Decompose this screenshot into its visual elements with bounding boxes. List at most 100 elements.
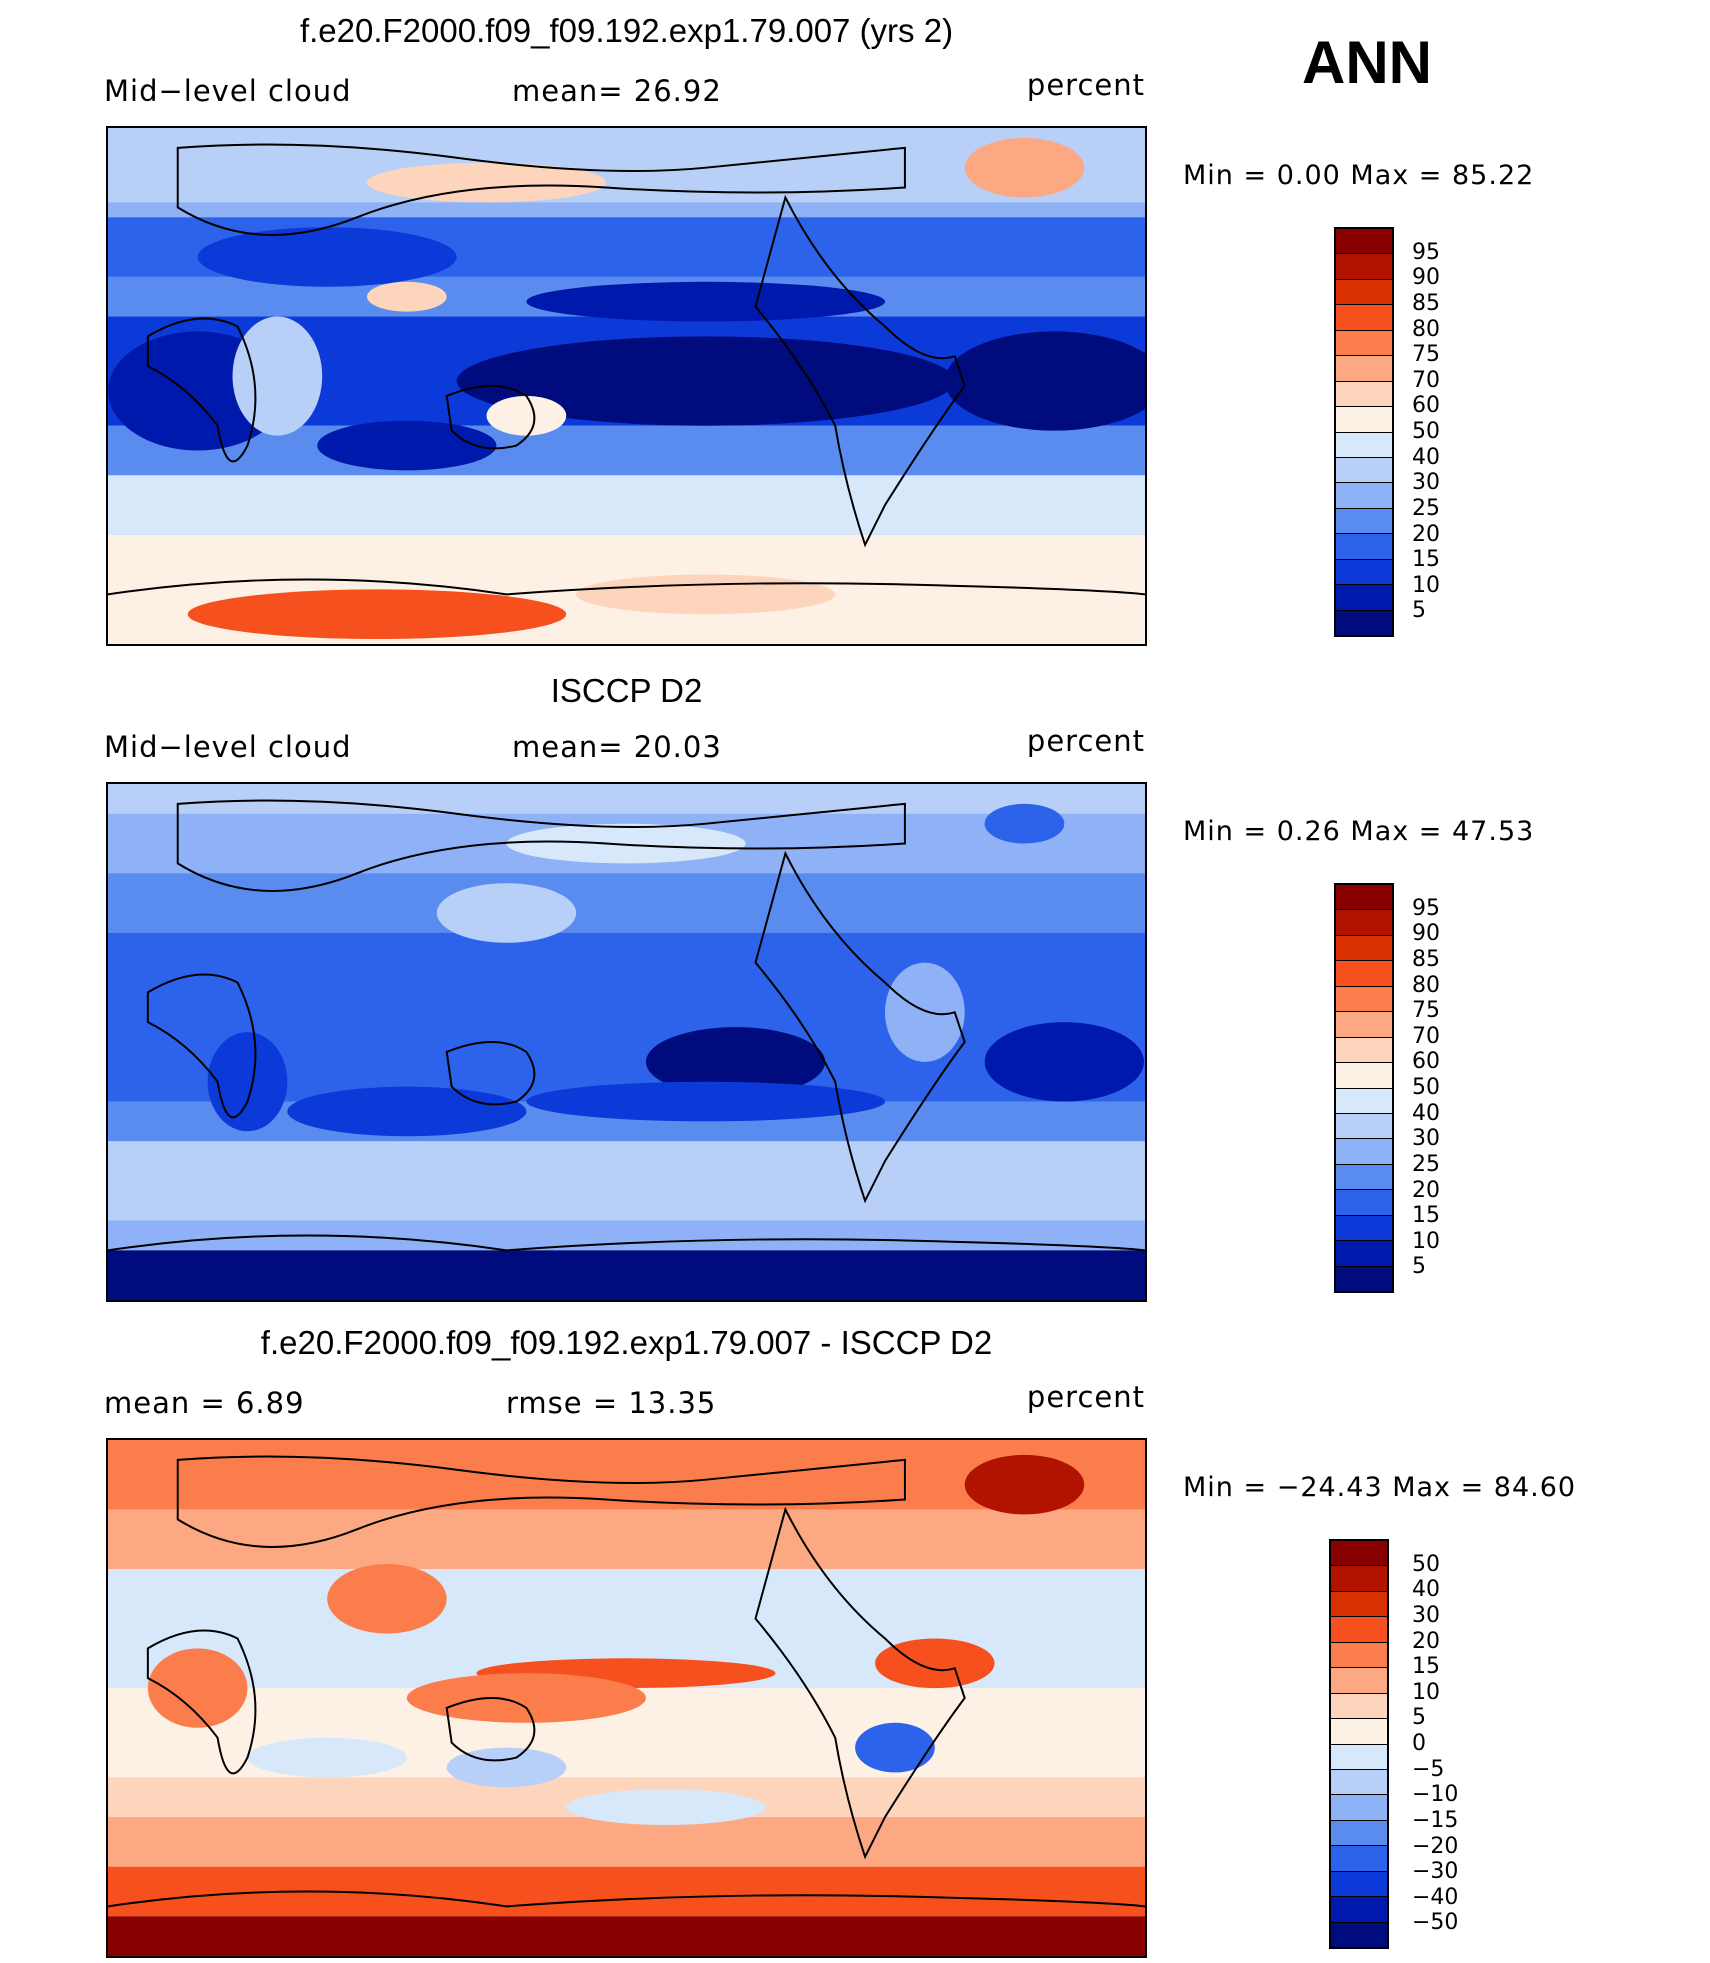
panel-1-variable-label: Mid−level cloud bbox=[104, 74, 352, 108]
colorbar-tick-label: 15 bbox=[1412, 1203, 1440, 1229]
colorbar-swatch bbox=[1336, 1215, 1392, 1242]
colorbar-swatch bbox=[1336, 534, 1392, 560]
colorbar-swatch bbox=[1331, 1719, 1387, 1745]
colorbar-tick-label: −40 bbox=[1412, 1884, 1459, 1910]
colorbar-swatch bbox=[1336, 229, 1392, 255]
panel-1-title: f.e20.F2000.f09_f09.192.exp1.79.007 (yrs… bbox=[299, 12, 954, 49]
colorbar-tick-label: −5 bbox=[1412, 1756, 1445, 1782]
colorbar-tick-label: 0 bbox=[1412, 1731, 1426, 1756]
colorbar-tick-label: 15 bbox=[1412, 547, 1440, 573]
colorbar-swatch bbox=[1336, 330, 1392, 357]
colorbar-swatch bbox=[1331, 1846, 1387, 1872]
panel-3-units-label: percent bbox=[1026, 1380, 1145, 1414]
colorbar-tick-label: 75 bbox=[1412, 998, 1440, 1024]
colorbar-swatch bbox=[1336, 407, 1392, 433]
colorbar-swatch bbox=[1331, 1668, 1387, 1694]
colorbar-swatch bbox=[1331, 1922, 1387, 1947]
colorbar-swatch bbox=[1336, 961, 1392, 987]
colorbar-tick-label: 5 bbox=[1412, 1254, 1426, 1280]
colorbar-swatch bbox=[1331, 1541, 1387, 1567]
colorbar-tick-label: 20 bbox=[1412, 1628, 1440, 1654]
colorbar-swatch bbox=[1331, 1642, 1387, 1669]
panel-3-colorbar bbox=[1329, 1539, 1389, 1949]
colorbar-tick-label: 25 bbox=[1412, 495, 1440, 521]
colorbar-tick-label: 5 bbox=[1412, 598, 1426, 624]
colorbar-swatch bbox=[1336, 356, 1392, 382]
colorbar-swatch bbox=[1336, 610, 1392, 635]
colorbar-swatch bbox=[1336, 935, 1392, 962]
colorbar-tick-label: 10 bbox=[1412, 572, 1440, 598]
panel-2-mean-label: mean= 20.03 bbox=[512, 730, 722, 764]
panel-3-mean-label: mean = 6.89 bbox=[104, 1386, 305, 1420]
colorbar-swatch bbox=[1331, 1871, 1387, 1898]
colorbar-tick-label: 90 bbox=[1412, 921, 1440, 947]
colorbar-tick-label: 20 bbox=[1412, 1177, 1440, 1203]
colorbar-tick-label: 30 bbox=[1412, 1602, 1440, 1628]
panel-1-units-label: percent bbox=[1026, 68, 1145, 102]
colorbar-swatch bbox=[1336, 1139, 1392, 1165]
colorbar-swatch bbox=[1336, 381, 1392, 408]
colorbar-swatch bbox=[1336, 254, 1392, 280]
panel-2-min-max: Min = 0.26 Max = 47.53 bbox=[1183, 816, 1535, 847]
colorbar-swatch bbox=[1331, 1769, 1387, 1796]
colorbar-tick-label: 95 bbox=[1412, 239, 1440, 265]
colorbar-tick-label: 40 bbox=[1412, 444, 1440, 470]
colorbar-tick-label: −15 bbox=[1412, 1807, 1459, 1833]
colorbar-tick-label: 10 bbox=[1412, 1228, 1440, 1254]
colorbar-swatch bbox=[1336, 305, 1392, 331]
colorbar-swatch bbox=[1331, 1693, 1387, 1720]
panel-1-colorbar bbox=[1334, 227, 1394, 637]
panel-1-mean-label: mean= 26.92 bbox=[512, 74, 722, 108]
colorbar-tick-label: 80 bbox=[1412, 316, 1440, 342]
colorbar-swatch bbox=[1336, 559, 1392, 586]
colorbar-swatch bbox=[1331, 1820, 1387, 1847]
panel-2-colorbar bbox=[1334, 883, 1394, 1293]
colorbar-tick-label: 80 bbox=[1412, 972, 1440, 998]
panel-1-map bbox=[106, 126, 1147, 646]
panel-3-map-svg bbox=[108, 1440, 1145, 1956]
colorbar-tick-label: 15 bbox=[1412, 1654, 1440, 1680]
colorbar-tick-label: 60 bbox=[1412, 1049, 1440, 1075]
colorbar-tick-label: 20 bbox=[1412, 521, 1440, 547]
colorbar-tick-label: 85 bbox=[1412, 946, 1440, 972]
colorbar-swatch bbox=[1336, 1113, 1392, 1140]
panel-3-min-max: Min = −24.43 Max = 84.60 bbox=[1183, 1472, 1577, 1503]
colorbar-tick-label: 25 bbox=[1412, 1151, 1440, 1177]
colorbar-tick-label: 50 bbox=[1412, 1551, 1440, 1577]
panel-1-min-max: Min = 0.00 Max = 85.22 bbox=[1183, 160, 1535, 191]
panel-3-rmse-label: rmse = 13.35 bbox=[506, 1386, 717, 1420]
colorbar-swatch bbox=[1331, 1566, 1387, 1592]
colorbar-swatch bbox=[1336, 1190, 1392, 1216]
colorbar-swatch bbox=[1336, 585, 1392, 611]
panel-2-map bbox=[106, 782, 1147, 1302]
colorbar-swatch bbox=[1336, 432, 1392, 458]
colorbar-swatch bbox=[1336, 483, 1392, 509]
colorbar-tick-label: 40 bbox=[1412, 1577, 1440, 1603]
colorbar-swatch bbox=[1336, 885, 1392, 911]
colorbar-swatch bbox=[1336, 1241, 1392, 1267]
colorbar-swatch bbox=[1331, 1897, 1387, 1923]
colorbar-tick-label: 85 bbox=[1412, 290, 1440, 316]
panel-3-title: f.e20.F2000.f09_f09.192.exp1.79.007 - IS… bbox=[260, 1324, 993, 1361]
panel-2-map-svg bbox=[108, 784, 1145, 1300]
colorbar-tick-label: 30 bbox=[1412, 1126, 1440, 1152]
colorbar-swatch bbox=[1331, 1795, 1387, 1821]
colorbar-tick-label: 50 bbox=[1412, 1075, 1440, 1100]
colorbar-tick-label: 5 bbox=[1412, 1705, 1426, 1731]
colorbar-swatch bbox=[1331, 1591, 1387, 1618]
colorbar-swatch bbox=[1336, 1164, 1392, 1191]
colorbar-tick-label: −20 bbox=[1412, 1833, 1459, 1859]
colorbar-tick-label: 95 bbox=[1412, 895, 1440, 921]
season-label: ANN bbox=[1302, 29, 1432, 96]
colorbar-tick-label: 10 bbox=[1412, 1679, 1440, 1705]
colorbar-tick-label: 75 bbox=[1412, 342, 1440, 368]
panel-3-map bbox=[106, 1438, 1147, 1958]
colorbar-tick-label: −30 bbox=[1412, 1859, 1459, 1885]
colorbar-tick-label: 40 bbox=[1412, 1100, 1440, 1126]
colorbar-tick-label: 70 bbox=[1412, 367, 1440, 393]
colorbar-swatch bbox=[1336, 508, 1392, 535]
colorbar-tick-label: −50 bbox=[1412, 1910, 1459, 1936]
colorbar-swatch bbox=[1336, 1088, 1392, 1114]
colorbar-swatch bbox=[1331, 1617, 1387, 1643]
panel-1-map-svg bbox=[108, 128, 1145, 644]
